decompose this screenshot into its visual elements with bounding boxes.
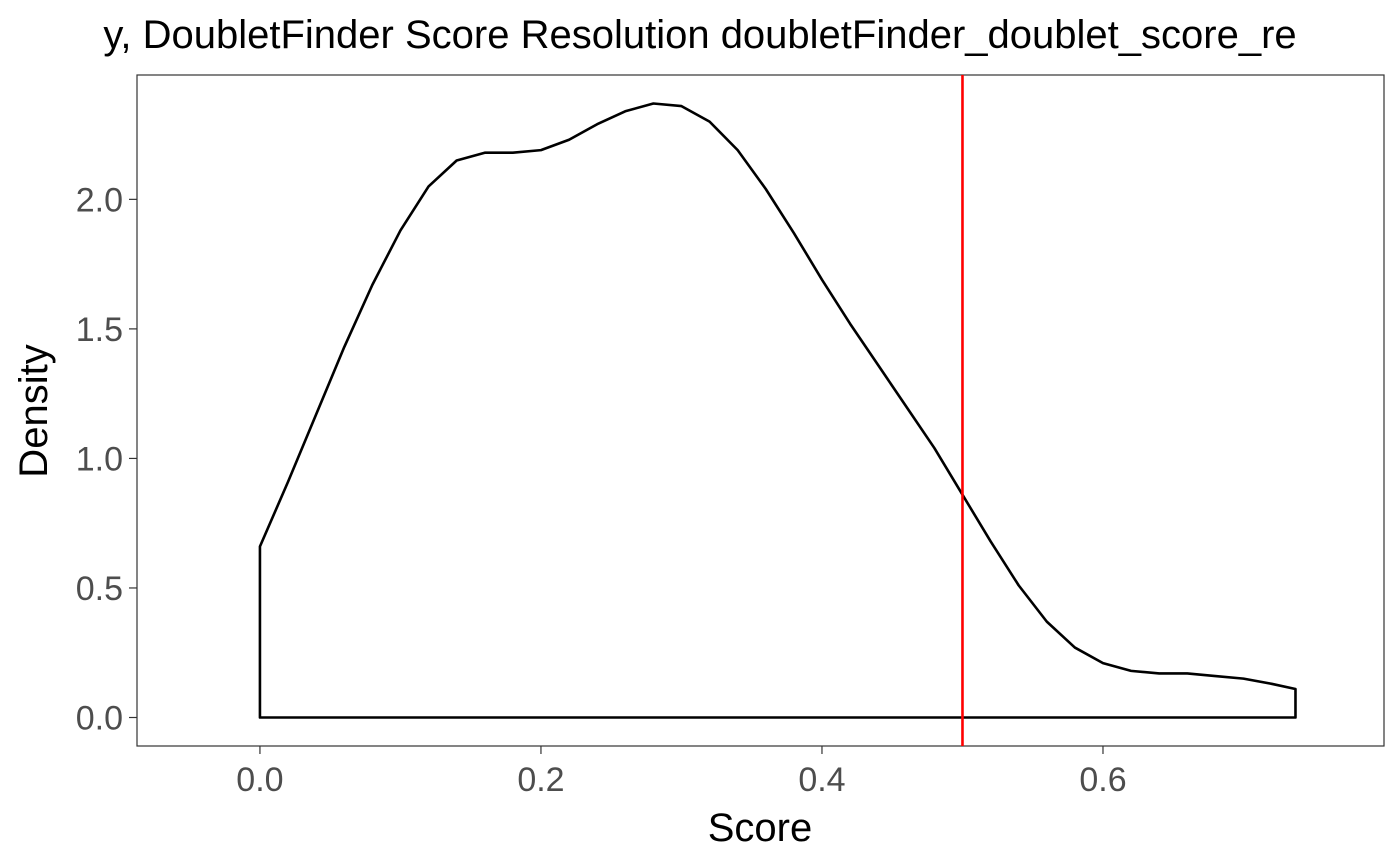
plot-panel-border: [136, 74, 1385, 747]
x-tick-label: 0.4: [798, 761, 845, 799]
x-tick-label: 0.2: [517, 761, 564, 799]
y-axis-ticks: 0.0 0.5 1.0 1.5 2.0: [76, 181, 137, 738]
x-axis-title: Score: [708, 806, 813, 850]
y-tick-label: 0.0: [76, 700, 123, 738]
density-curve: [258, 102, 1297, 719]
x-axis-ticks: 0.0 0.2 0.4 0.6: [236, 746, 1127, 799]
y-tick-label: 0.5: [76, 570, 123, 608]
x-tick-label: 0.0: [236, 761, 283, 799]
y-tick-label: 2.0: [76, 181, 123, 219]
chart-title: y, DoubletFinder Score Resolution double…: [103, 13, 1296, 57]
y-tick-label: 1.5: [76, 311, 123, 349]
x-tick-label: 0.6: [1079, 761, 1126, 799]
y-tick-label: 1.0: [76, 440, 123, 478]
y-axis-title: Density: [12, 344, 56, 477]
